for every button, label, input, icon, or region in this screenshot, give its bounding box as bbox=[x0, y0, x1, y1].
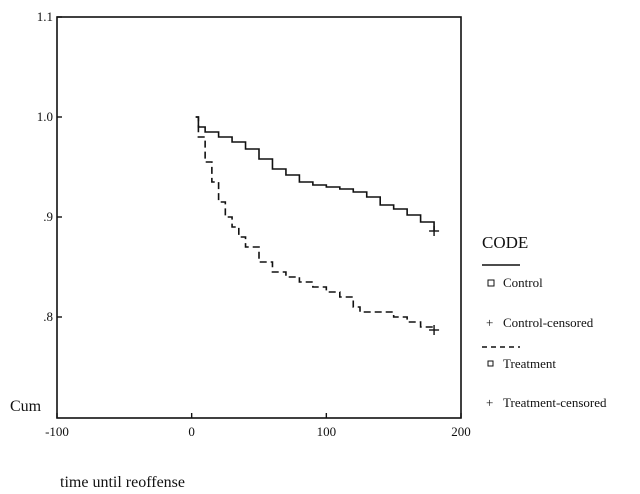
series-line-control bbox=[195, 116, 435, 231]
y-tick-label: .8 bbox=[43, 309, 53, 324]
y-axis: .8 .9 1.0 1.1 bbox=[37, 9, 62, 324]
x-tick-label: 0 bbox=[188, 424, 195, 439]
plot-frame bbox=[56, 16, 462, 419]
x-tick-label: 100 bbox=[317, 424, 337, 439]
x-tick-label: 200 bbox=[451, 424, 471, 439]
legend-treatment-censored-icon: + bbox=[486, 395, 493, 410]
series-line-treatment bbox=[195, 116, 435, 330]
legend-control: Control bbox=[503, 275, 543, 290]
y-tick-label: .9 bbox=[43, 209, 53, 224]
y-tick-label: 1.1 bbox=[37, 9, 53, 24]
legend-treatment-marker-icon bbox=[487, 360, 494, 367]
y-axis-label: Cum bbox=[10, 398, 42, 415]
legend-treatment-censored: Treatment-censored bbox=[503, 395, 607, 410]
x-tick-label: -100 bbox=[45, 424, 69, 439]
legend-control-censored: Control-censored bbox=[503, 315, 594, 330]
legend: CODE Control + Control-censored Treatmen… bbox=[482, 233, 607, 410]
legend-control-censored-icon: + bbox=[486, 315, 493, 330]
legend-title: CODE bbox=[482, 233, 528, 252]
censor-marker-control-censored bbox=[429, 226, 440, 236]
x-axis-label: time until reoffense bbox=[60, 474, 185, 491]
x-axis: -100 0 100 200 bbox=[45, 413, 471, 439]
legend-control-marker-icon bbox=[487, 279, 495, 287]
y-tick-label: 1.0 bbox=[37, 109, 53, 124]
censored-markers bbox=[429, 226, 440, 335]
censor-marker-treatment-censored bbox=[429, 325, 440, 335]
series-lines bbox=[195, 116, 435, 330]
legend-treatment: Treatment bbox=[503, 356, 556, 371]
